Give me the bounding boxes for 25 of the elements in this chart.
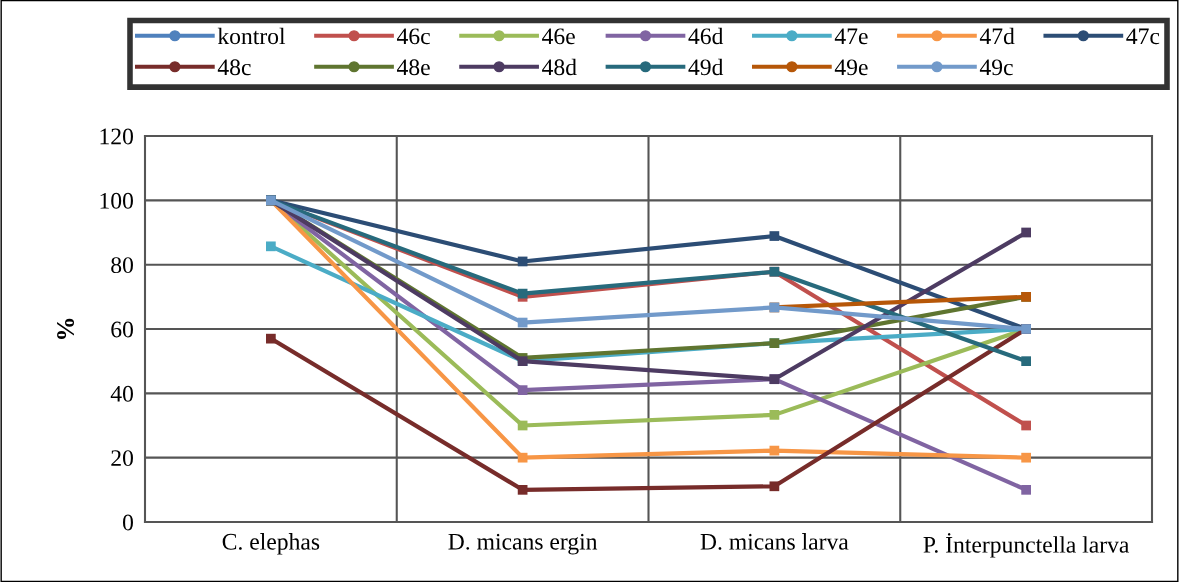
legend-label: kontrol bbox=[217, 27, 286, 45]
legend-label: 46c bbox=[396, 28, 430, 45]
y-tick-label: 40 bbox=[110, 385, 133, 402]
y-tick-label: 80 bbox=[111, 257, 133, 274]
legend-label: 48e bbox=[396, 59, 430, 76]
legend-label: 47e bbox=[834, 28, 868, 45]
legend-label: 46e bbox=[542, 28, 575, 45]
y-axis-title: % bbox=[57, 318, 75, 339]
legend-label: 47d bbox=[979, 27, 1015, 45]
y-tick-label: 0 bbox=[122, 514, 133, 531]
legend-label: 49d bbox=[688, 58, 724, 76]
legend-label: 46d bbox=[688, 27, 724, 45]
legend-label: 48d bbox=[542, 58, 577, 76]
y-tick-label: 120 bbox=[100, 128, 133, 145]
y-tick-label: 100 bbox=[100, 192, 133, 209]
legend-label: 49c bbox=[979, 59, 1013, 76]
legend-label: 48c bbox=[217, 59, 251, 76]
legend-label: 47c bbox=[1126, 28, 1160, 45]
x-tick-label: D. micans larva bbox=[700, 533, 849, 550]
legend-label: 49e bbox=[834, 59, 868, 76]
y-tick-label: 60 bbox=[111, 321, 133, 338]
x-tick-label: P. İnterpunctella larva bbox=[923, 533, 1130, 558]
x-tick-label: D. micans ergin bbox=[448, 533, 598, 555]
y-tick-label: 20 bbox=[111, 450, 133, 467]
x-tick-label: C. elephas bbox=[222, 533, 320, 555]
